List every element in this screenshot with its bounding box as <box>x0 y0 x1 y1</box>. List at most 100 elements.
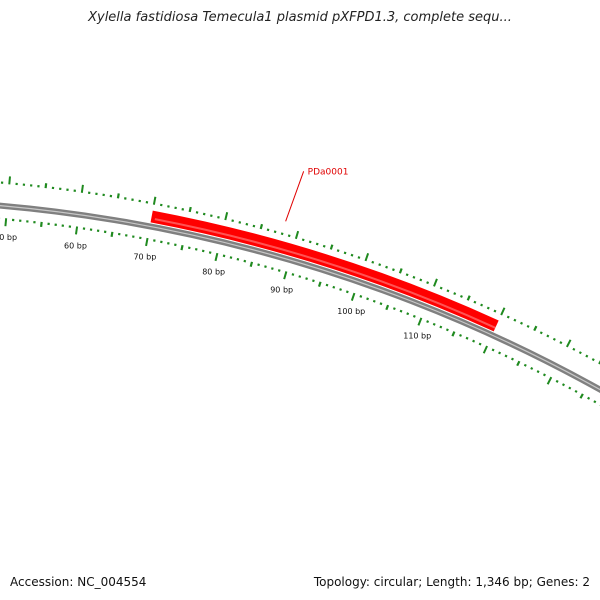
outer-tick <box>439 286 443 290</box>
inner-tick <box>555 379 559 383</box>
inner-tick <box>40 221 43 228</box>
outer-tick <box>217 215 220 219</box>
outer-tick <box>224 212 229 221</box>
outer-tick <box>453 292 457 296</box>
outer-tick <box>280 232 284 236</box>
inner-tick <box>298 275 302 278</box>
inner-tick <box>208 251 212 254</box>
inner-tick <box>412 314 416 318</box>
outer-tick <box>500 307 506 316</box>
inner-tick <box>498 351 502 355</box>
inner-tick <box>546 376 553 385</box>
outer-tick <box>486 306 490 310</box>
inner-tick <box>325 283 329 287</box>
outer-tick <box>8 176 11 185</box>
outer-tick <box>585 354 589 358</box>
inner-tick <box>339 288 342 291</box>
outer-tick <box>371 260 375 264</box>
outer-tick <box>493 309 497 313</box>
inner-tick <box>587 396 591 400</box>
outer-tick <box>385 265 388 269</box>
inner-tick <box>379 302 383 306</box>
outer-tick <box>188 206 192 213</box>
inner-tick <box>504 354 508 358</box>
gene-label: PDa0001 <box>308 167 349 177</box>
outer-tick <box>364 253 370 262</box>
outer-tick <box>152 196 157 205</box>
inner-tick <box>593 400 597 404</box>
outer-tick <box>433 278 438 287</box>
inner-tick <box>426 320 430 324</box>
inner-tick <box>180 244 184 251</box>
outer-tick <box>116 193 120 199</box>
backbone-highlight <box>0 205 600 391</box>
inner-tick <box>283 271 288 280</box>
outer-tick <box>329 244 334 250</box>
outer-tick <box>392 268 395 272</box>
outer-tick <box>44 183 48 189</box>
inner-tick <box>445 328 449 332</box>
outer-tick <box>591 358 595 362</box>
inner-tick <box>317 281 322 287</box>
outer-tick <box>273 230 277 234</box>
map-title: Xylella fastidiosa Temecula1 plasmid pXF… <box>88 10 512 25</box>
outer-tick <box>565 339 572 348</box>
inner-tick <box>291 273 295 276</box>
inner-tick <box>350 292 356 301</box>
inner-tick <box>478 342 482 346</box>
inner-tick <box>459 333 462 337</box>
inner-tick <box>542 373 546 377</box>
outer-tick <box>419 278 423 282</box>
inner-tick <box>568 386 572 390</box>
inner-tick <box>516 360 521 367</box>
outer-tick <box>539 331 543 335</box>
outer-tick <box>546 334 550 338</box>
outer-tick <box>343 251 347 255</box>
outer-tick <box>398 268 403 274</box>
outer-tick <box>412 275 416 279</box>
inner-tick <box>465 336 469 340</box>
inner-tick <box>249 261 254 267</box>
inner-tick <box>110 231 114 237</box>
outer-tick-ring <box>0 176 600 365</box>
outer-tick <box>308 240 312 244</box>
outer-tick <box>350 253 354 257</box>
inner-tick <box>536 370 540 374</box>
backbone-arc <box>0 202 600 394</box>
outer-tick <box>357 256 361 259</box>
gene-leader-line <box>285 171 305 222</box>
inner-tick <box>332 285 336 289</box>
inner-tick <box>579 393 584 399</box>
outer-tick <box>238 221 242 224</box>
inner-tick <box>222 254 226 258</box>
outer-tick <box>231 219 234 223</box>
outer-tick <box>322 244 326 248</box>
outer-tick <box>559 341 563 345</box>
scale-label: 80 bp <box>202 268 225 277</box>
inner-tick <box>432 322 436 326</box>
outer-tick <box>252 224 256 228</box>
outer-tick <box>287 234 291 238</box>
outer-tick <box>266 228 270 232</box>
outer-tick <box>405 273 409 277</box>
inner-tick <box>345 290 349 294</box>
inner-tick <box>482 345 488 354</box>
inner-tick <box>417 317 423 326</box>
outer-tick <box>315 242 319 246</box>
inner-tick <box>236 257 240 261</box>
outer-tick <box>259 223 264 230</box>
inner-tick <box>366 297 369 301</box>
outer-tick <box>460 294 463 298</box>
outer-tick <box>446 289 450 293</box>
inner-tick <box>243 259 247 263</box>
inner-tick <box>312 279 315 283</box>
scale-label: 90 bp <box>270 286 293 295</box>
inner-tick <box>385 304 390 311</box>
scale-label: 70 bp <box>133 253 156 262</box>
inner-tick <box>257 263 260 267</box>
inner-tick <box>523 363 527 367</box>
outer-tick <box>336 249 340 253</box>
outer-tick <box>301 238 305 242</box>
outer-tick <box>520 321 523 325</box>
